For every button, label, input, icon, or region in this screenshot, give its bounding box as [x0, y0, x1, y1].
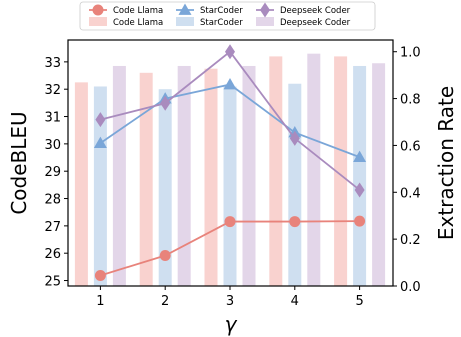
legend-bar-swatch	[89, 17, 107, 26]
legend-label: Code Llama	[113, 18, 163, 28]
y-tick-label-right: 0.6	[400, 139, 421, 154]
legend-marker-starcoder	[178, 3, 192, 15]
legend-label: Code Llama	[113, 6, 163, 16]
y-tick-label-right: 0.4	[400, 186, 421, 201]
x-tick-label: 2	[161, 294, 169, 309]
x-tick-label: 1	[96, 294, 104, 309]
bar-deepseek-coder	[177, 65, 191, 286]
point-deepseek-coder	[160, 95, 171, 111]
bar-deepseek-coder	[242, 65, 256, 286]
bar-deepseek-coder	[372, 63, 386, 286]
point-starcoder	[223, 78, 237, 90]
line-group	[92, 2, 367, 281]
y-tick-label-right: 0.2	[400, 233, 421, 248]
legend-bar-swatch	[176, 17, 194, 26]
y-axis-label-left: CodeBLEU	[7, 111, 31, 214]
point-code-llama	[94, 269, 106, 281]
bar-code-llama	[269, 56, 283, 287]
bar-group	[74, 53, 386, 287]
y-tick-label-right: 0.0	[400, 280, 421, 295]
bar-starcoder	[93, 86, 107, 286]
point-deepseek-coder	[289, 130, 300, 146]
point-deepseek-coder	[225, 44, 235, 60]
point-deepseek-coder	[95, 112, 106, 128]
bar-starcoder	[158, 89, 172, 286]
y-tick-label-left: 33	[44, 56, 61, 71]
bar-code-llama	[204, 68, 218, 286]
bar-code-llama	[334, 56, 348, 287]
y-tick-label-left: 32	[44, 83, 61, 98]
point-code-llama	[354, 215, 366, 227]
bar-deepseek-coder	[307, 53, 321, 286]
bar-starcoder	[223, 86, 237, 286]
legend-marker-deepseek-coder	[260, 2, 270, 18]
legend-frame	[79, 1, 376, 31]
x-tick-label: 5	[355, 294, 363, 309]
legend-marker-code-llama	[92, 4, 104, 16]
bar-code-llama	[74, 82, 88, 286]
point-starcoder	[93, 136, 107, 148]
y-tick-label-left: 26	[44, 247, 61, 262]
point-code-llama	[224, 216, 236, 228]
y-axis-label-right: Extraction Rate	[434, 86, 458, 240]
point-deepseek-coder	[354, 182, 365, 198]
y-tick-label-left: 31	[44, 111, 61, 126]
y-tick-label-left: 27	[44, 220, 61, 235]
y-tick-label-left: 28	[44, 193, 61, 208]
x-tick-label: 3	[226, 294, 234, 309]
bar-code-llama	[139, 72, 153, 286]
x-axis-label: γ	[225, 312, 238, 336]
y-tick-label-left: 30	[44, 138, 61, 153]
legend: Code Llama StarCoder Deepseek Coder Code Ll…	[79, 1, 376, 31]
x-tick-label: 4	[291, 294, 299, 309]
y-tick-label-right: 0.8	[400, 93, 421, 108]
legend-label: StarCoder	[200, 18, 243, 28]
legend-label: Deepseek Coder	[280, 18, 351, 28]
bar-starcoder	[288, 83, 302, 286]
legend-label: Deepseek Coder	[280, 6, 351, 16]
legend-bar-swatch	[256, 17, 274, 26]
y-tick-label-left: 25	[44, 275, 61, 290]
point-starcoder	[353, 150, 367, 163]
legend-label: StarCoder	[200, 6, 243, 16]
y-tick-label-right: 1.0	[400, 46, 421, 61]
point-code-llama	[159, 250, 171, 262]
bar-deepseek-coder	[112, 65, 126, 286]
point-code-llama	[289, 216, 301, 228]
axes: 25 26 27 28 29 30 31 32 33 0.0 0.2 0.4 0.6 0.8 1.0 1 2 3 4…	[44, 46, 420, 309]
y-tick-label-left: 29	[44, 165, 61, 180]
bar-starcoder	[353, 65, 367, 286]
